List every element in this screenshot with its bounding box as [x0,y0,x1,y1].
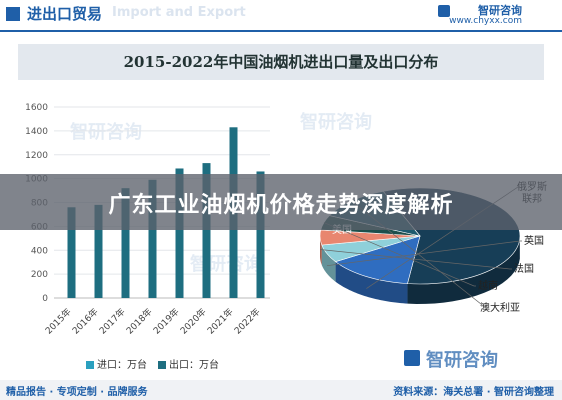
pie-slice-side [321,244,336,282]
pie-label: 澳大利亚 [480,301,520,314]
pie-slice-side [407,238,520,304]
legend-swatch [86,361,94,369]
legend-label: 进口：万台 [97,360,147,371]
pie-slice [334,235,421,284]
legend-label: 出口：万台 [169,360,219,371]
x-tick-label: 2018年 [124,306,155,337]
bar [121,188,130,298]
x-tick-label: 2019年 [151,306,182,337]
header-ghost-text: Import and Export [112,5,246,20]
x-tick-label: 2022年 [232,306,263,337]
y-tick-label: 1600 [25,103,48,113]
pie-label: 英国 [524,234,544,247]
y-tick-label: 1200 [25,151,48,161]
x-tick-label: 2016年 [70,306,101,337]
pie-label: 越南 [478,279,498,292]
page-title: 进出口贸易 [27,5,103,23]
bar [202,163,211,298]
watermark: 智研咨询 [300,112,372,133]
bar [256,171,265,298]
legend-item-import: 进口：万台 [86,356,147,371]
legend-item-export: 出口：万台 [158,356,219,371]
bar [67,207,76,298]
pie-label: 法国 [514,262,534,275]
brand-url: www.chyxx.com [449,16,522,26]
footer-left-text: 精品报告 · 专项定制 · 品牌服务 [6,387,148,398]
header-bar: 进出口贸易 Import and Export 智研咨询 www.chyxx.c… [0,0,562,32]
pie-leader-line [351,200,488,309]
headline-text: 广东工业油烟机价格走势深度解析 [108,193,454,218]
brand-name: 智研咨询 [478,4,522,17]
x-tick-label: 2020年 [178,306,209,337]
pie-leader-line [323,222,476,287]
legend-swatch [158,361,166,369]
bottom-brand-watermark: 智研咨询 [426,350,498,371]
y-tick-label: 0 [42,294,48,304]
pie-leader-line [326,240,522,267]
footer-bar: 精品报告 · 专项定制 · 品牌服务 资料来源：海关总署 · 智研咨询整理 [0,380,562,400]
chart-title: 2015-2022年中国油烟机进出口量及出口分布 [18,44,544,80]
x-tick-label: 2015年 [43,306,74,337]
footer-source-text: 资料来源：海关总署 · 智研咨询整理 [393,387,554,398]
watermark-logo-icon [404,350,420,366]
y-tick-label: 400 [31,246,48,256]
x-tick-label: 2017年 [97,306,128,337]
headline-banner: 广东工业油烟机价格走势深度解析 [0,174,562,230]
watermark: 智研咨询 [70,122,142,143]
pie-slice-side [320,236,322,265]
bar [175,168,184,298]
x-tick-label: 2021年 [205,306,236,337]
y-tick-label: 1400 [25,127,48,137]
brand-logo-icon [438,5,450,17]
bar [148,179,157,298]
y-tick-label: 200 [31,270,48,280]
pie-leader-line [320,249,512,270]
bar [94,204,103,298]
header-square-icon [6,7,20,21]
